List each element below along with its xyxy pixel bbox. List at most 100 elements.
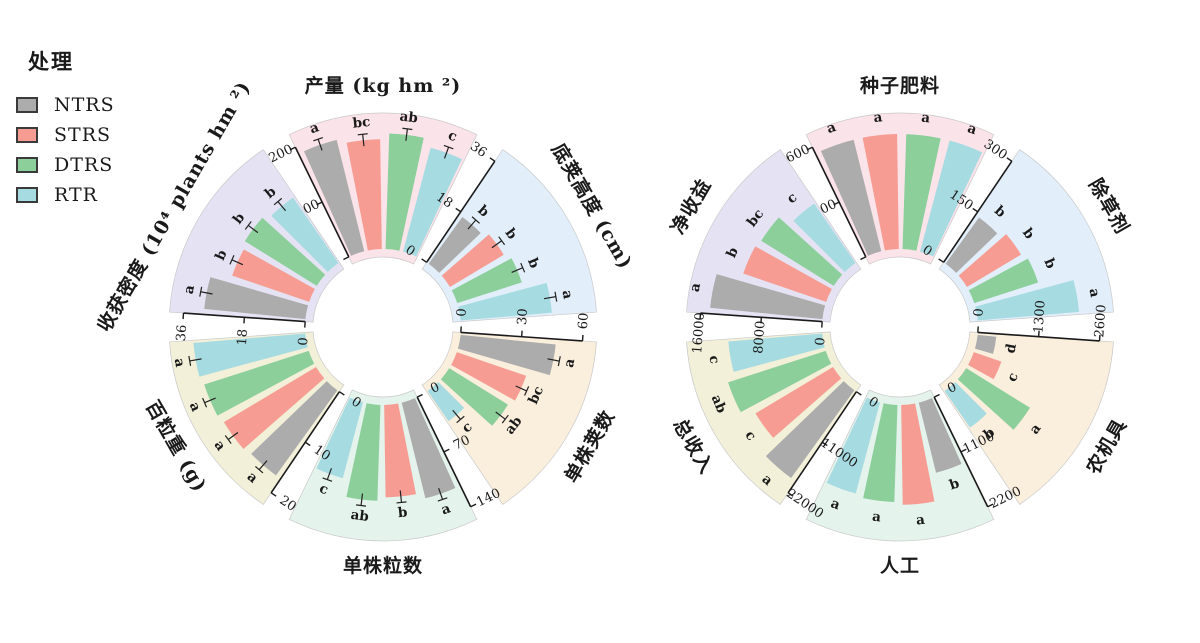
legend-label-ntrs: NTRS <box>54 94 115 116</box>
error-bar-cap <box>501 414 509 424</box>
error-bar-stem <box>204 397 216 404</box>
radial-axis <box>811 146 867 258</box>
error-bar-stem <box>360 493 364 506</box>
error-bar-cap <box>244 221 252 230</box>
bar-dtrs <box>957 368 1031 430</box>
error-bar-cap <box>402 127 413 131</box>
bar-strs <box>232 249 315 302</box>
bar-dtrs <box>902 134 941 251</box>
sig-letter: bc <box>525 384 547 407</box>
sector-background <box>938 331 1114 505</box>
axis-tick <box>338 391 345 396</box>
error-bar-stem <box>200 291 213 295</box>
bar-dtrs <box>728 350 832 413</box>
error-bar-cap <box>443 144 454 150</box>
axis-tick <box>787 492 794 497</box>
legend-label-strs: STRS <box>54 124 112 146</box>
axis-tick <box>455 207 462 213</box>
bar-dtrs <box>968 258 1039 304</box>
bar-dtrs <box>440 368 508 426</box>
bar-strs <box>743 246 832 302</box>
axis-tick-label: 0 <box>813 337 829 346</box>
bar-ntrs <box>710 274 826 320</box>
axis-tick-label: 0 <box>296 337 312 346</box>
legend: 处理 NTRS STRS DTRS RTR <box>16 46 115 210</box>
bar-strs <box>862 134 899 251</box>
bar-rtr <box>403 147 462 257</box>
axis-tick <box>960 448 967 453</box>
error-bar-stem <box>547 358 560 362</box>
bar-strs <box>441 234 504 287</box>
axis-tick-label: 70 <box>451 433 472 454</box>
sector-title: 除草剂 <box>1084 175 1134 238</box>
sector-title: 单株粒数 <box>343 554 423 577</box>
sig-letter: a <box>561 357 578 369</box>
bar-ntrs <box>918 398 962 473</box>
bar-rtr <box>316 397 363 479</box>
axis-tick <box>860 256 867 261</box>
error-bar-stem <box>495 411 506 420</box>
sig-letter: c <box>705 354 722 365</box>
axis-tick-label: 2600 <box>1092 304 1109 338</box>
error-bar-stem <box>467 219 477 230</box>
error-bar-stem <box>231 259 244 266</box>
sig-letter: a <box>181 283 198 295</box>
bar-rtr <box>975 280 1080 321</box>
error-bar-stem <box>405 128 408 141</box>
radial-axis <box>942 160 1013 263</box>
sector-title: 人工 <box>880 555 920 577</box>
error-bar-stem <box>515 385 527 392</box>
sector-background <box>421 331 597 505</box>
bar-rtr <box>271 197 339 272</box>
radial-axis <box>416 396 472 508</box>
legend-swatch-rtr <box>16 187 38 203</box>
axis-tick <box>933 393 940 398</box>
axis-tick-label: 0 <box>454 308 470 317</box>
legend-swatch-ntrs <box>16 97 38 113</box>
sector-background <box>421 149 597 323</box>
sig-letter: b <box>397 504 408 521</box>
error-bar-stem <box>317 138 323 151</box>
sector-title: 产量 (kg hm ²) <box>305 74 462 97</box>
sig-letter: a <box>873 109 884 126</box>
axis-tick <box>833 201 840 206</box>
error-bar-stem <box>258 460 268 471</box>
bar-dtrs <box>346 403 381 501</box>
bar-rtr <box>193 333 308 377</box>
bar-dtrs <box>761 217 843 286</box>
sig-letter: a <box>871 509 882 526</box>
bar-strs <box>384 403 416 498</box>
legend-swatch-strs <box>16 127 38 143</box>
bar-dtrs <box>204 350 315 416</box>
axis-tick <box>443 448 450 453</box>
bar-strs <box>755 367 842 438</box>
error-bar-cap <box>202 397 208 408</box>
legend-label-dtrs: DTRS <box>54 154 114 176</box>
error-bar-stem <box>438 487 444 500</box>
error-bar-cap <box>520 262 526 273</box>
bar-strs <box>223 367 325 450</box>
sig-letter: d <box>1002 342 1020 355</box>
sector-title: 种子肥料 <box>859 74 940 97</box>
sig-letter: a <box>559 289 576 301</box>
error-bar-cap <box>471 216 480 224</box>
axis-tick-label: 16000 <box>690 312 708 354</box>
error-bar-cap <box>273 197 283 206</box>
error-bar-stem <box>399 490 403 503</box>
bar-ntrs <box>303 139 365 256</box>
bar-strs <box>901 403 935 505</box>
error-bar-stem <box>247 224 259 234</box>
error-bar-cap <box>498 236 506 246</box>
bar-strs <box>958 234 1022 287</box>
axis-tick <box>416 393 423 398</box>
error-bar-stem <box>326 468 333 480</box>
radial-axis <box>933 396 989 508</box>
sig-letter: a <box>915 512 926 529</box>
bar-dtrs <box>451 258 522 304</box>
axis-tick-label: 18 <box>235 328 251 346</box>
bar-rtr <box>920 140 983 257</box>
error-bar-cap <box>224 435 232 444</box>
